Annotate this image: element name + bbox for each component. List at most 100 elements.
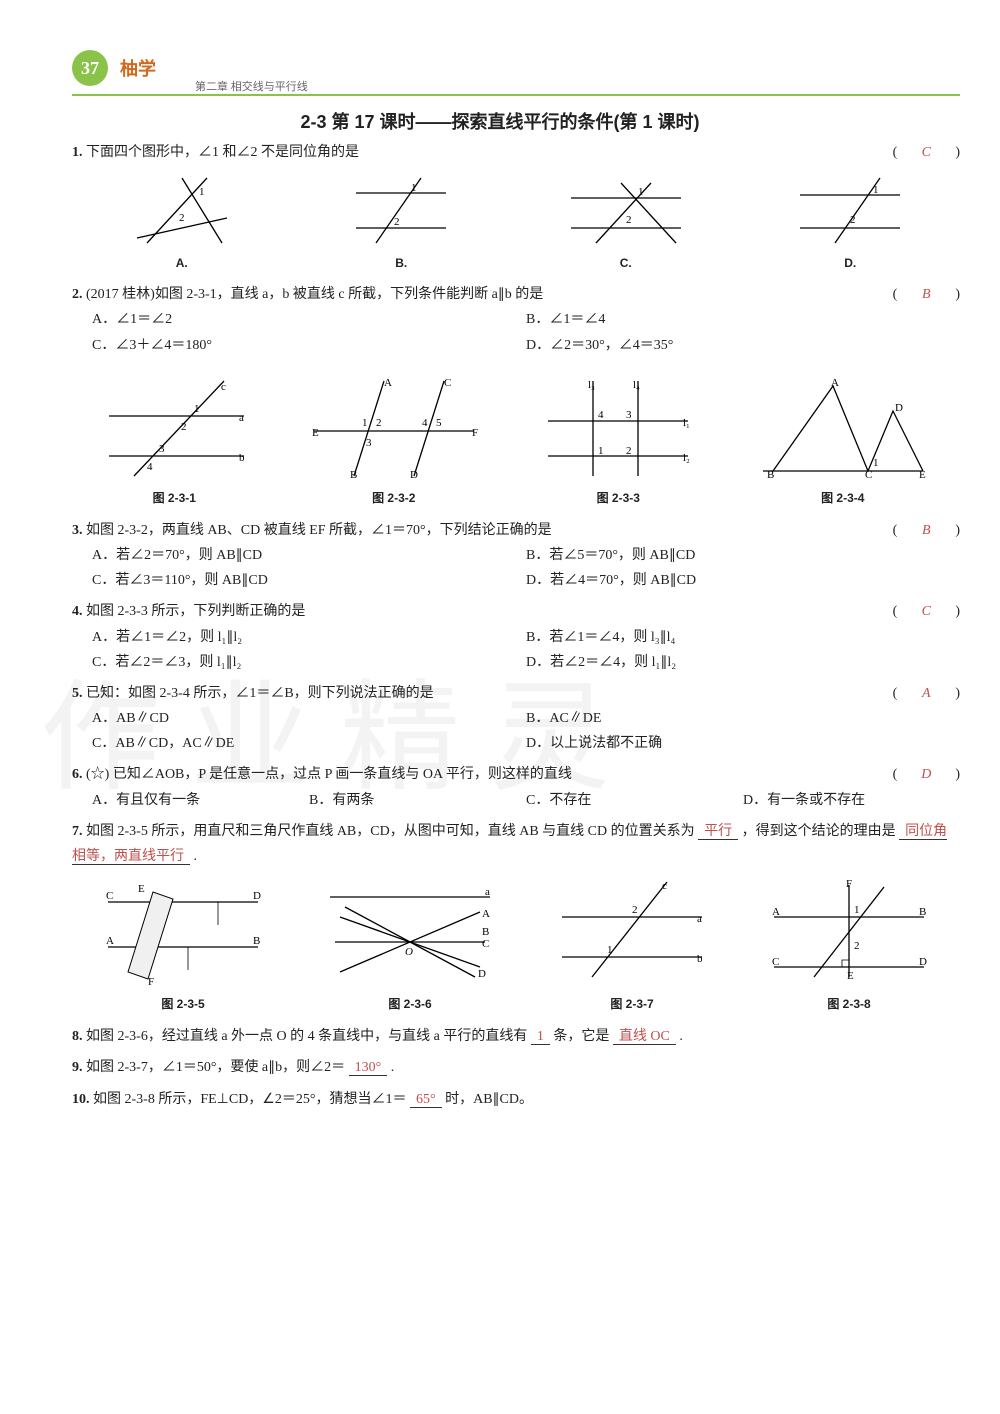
q4-opt-a: A．若∠1＝∠2，则 l₁∥l₂ bbox=[92, 625, 526, 650]
q3-text: 如图 2-3-2，两直线 AB、CD 被直线 EF 所截，∠1＝70°，下列结论… bbox=[86, 523, 552, 538]
svg-text:A: A bbox=[772, 906, 780, 918]
svg-text:l₃: l₃ bbox=[588, 379, 595, 391]
fig-2-3-2: EF AC BD 12 3 45 图 2-3-2 bbox=[304, 376, 484, 506]
figure-row-3: CD AB EF 图 2-3-5 a AB CD O 图 2-3-6 bbox=[72, 877, 960, 1012]
q5-text: 已知：如图 2-3-4 所示，∠1＝∠B，则下列说法正确的是 bbox=[86, 686, 434, 701]
q2-opt-c: C．∠3＋∠4＝180° bbox=[92, 333, 526, 358]
q8-text-mid: 条，它是 bbox=[553, 1029, 609, 1044]
fig-2-3-5: CD AB EF 图 2-3-5 bbox=[98, 877, 268, 1012]
q7-text-mid: ，得到这个结论的理由是 bbox=[742, 824, 896, 839]
question-5: 5. 已知：如图 2-3-4 所示，∠1＝∠B，则下列说法正确的是 ( A ) … bbox=[72, 681, 960, 757]
q6-opt-d: D．有一条或不存在 bbox=[743, 788, 960, 813]
svg-text:a: a bbox=[239, 412, 244, 424]
svg-text:3: 3 bbox=[626, 409, 632, 421]
q2-opt-a: A．∠1＝∠2 bbox=[92, 307, 526, 332]
svg-text:2: 2 bbox=[394, 216, 400, 228]
svg-text:C: C bbox=[772, 956, 779, 968]
svg-text:E: E bbox=[138, 883, 145, 895]
svg-text:2: 2 bbox=[626, 445, 632, 457]
question-4: 4. 如图 2-3-3 所示，下列判断正确的是 ( C ) A．若∠1＝∠2，则… bbox=[72, 599, 960, 675]
svg-text:F: F bbox=[846, 878, 852, 890]
svg-text:1: 1 bbox=[194, 403, 200, 415]
svg-text:B: B bbox=[919, 906, 926, 918]
q1-figures: 12 A. 12 B. 12 C. bbox=[72, 173, 960, 270]
svg-text:B: B bbox=[767, 469, 774, 481]
fig-2-3-3: l₁l₂ l₃l₄ 43 12 图 2-3-3 bbox=[538, 376, 698, 506]
q2-opt-d: D．∠2＝30°，∠4＝35° bbox=[526, 333, 960, 358]
q1-fig-a: 12 A. bbox=[127, 173, 237, 270]
svg-text:C: C bbox=[865, 469, 872, 481]
svg-text:F: F bbox=[472, 427, 478, 439]
svg-text:l₄: l₄ bbox=[633, 379, 640, 391]
svg-text:3: 3 bbox=[366, 437, 372, 449]
svg-text:B: B bbox=[350, 469, 357, 481]
q5-opt-b: B．AC∥DE bbox=[526, 706, 960, 731]
svg-text:A: A bbox=[831, 377, 839, 389]
svg-text:A: A bbox=[384, 377, 392, 389]
content-area: 1. 下面四个图形中，∠1 和∠2 不是同位角的是 ( C ) 12 A. 12… bbox=[72, 140, 960, 1118]
q5-opt-d: D．以上说法都不正确 bbox=[526, 731, 960, 756]
svg-text:a: a bbox=[697, 913, 702, 925]
q4-answer: C bbox=[911, 599, 941, 624]
svg-text:b: b bbox=[239, 452, 245, 464]
q8-blank-2: 直线 OC bbox=[613, 1029, 676, 1045]
svg-text:1: 1 bbox=[607, 944, 613, 956]
q7-text-pre: 如图 2-3-5 所示，用直尺和三角尺作直线 AB，CD，从图中可知，直线 AB… bbox=[86, 824, 695, 839]
fig-label-2: 图 2-3-2 bbox=[304, 489, 484, 506]
svg-text:1: 1 bbox=[598, 445, 604, 457]
svg-text:l₂: l₂ bbox=[683, 452, 690, 464]
fig-label-5: 图 2-3-5 bbox=[98, 995, 268, 1012]
q6-opt-c: C．不存在 bbox=[526, 788, 743, 813]
fig-2-3-1: ab c 12 34 图 2-3-1 bbox=[99, 376, 249, 506]
q10-num: 10. bbox=[72, 1092, 90, 1107]
svg-text:1: 1 bbox=[873, 184, 879, 196]
svg-text:A: A bbox=[106, 935, 114, 947]
question-7: 7. 如图 2-3-5 所示，用直尺和三角尺作直线 AB，CD，从图中可知，直线… bbox=[72, 819, 960, 869]
brand-logo: 柚学 bbox=[120, 55, 156, 81]
svg-text:c: c bbox=[662, 880, 667, 892]
q8-text-pre: 如图 2-3-6，经过直线 a 外一点 O 的 4 条直线中，与直线 a 平行的… bbox=[86, 1029, 527, 1044]
fig-2-3-8: AB CD FE 12 图 2-3-8 bbox=[764, 877, 934, 1012]
svg-text:E: E bbox=[312, 427, 319, 439]
svg-text:2: 2 bbox=[376, 417, 382, 429]
q3-opt-d: D．若∠4＝70°，则 AB∥CD bbox=[526, 568, 960, 593]
q6-star: (☆) bbox=[86, 767, 109, 782]
fig-label-4: 图 2-3-4 bbox=[753, 489, 933, 506]
figure-row-2: ab c 12 34 图 2-3-1 EF AC BD 12 3 45 图 2-… bbox=[72, 376, 960, 506]
q2-num: 2. bbox=[72, 287, 83, 302]
q3-opt-c: C．若∠3＝110°，则 AB∥CD bbox=[92, 568, 526, 593]
q9-text-pre: 如图 2-3-7，∠1＝50°，要使 a∥b，则∠2＝ bbox=[86, 1060, 345, 1075]
svg-text:2: 2 bbox=[181, 421, 187, 433]
svg-text:D: D bbox=[895, 402, 903, 414]
svg-text:1: 1 bbox=[411, 182, 417, 194]
svg-text:4: 4 bbox=[147, 461, 153, 473]
q10-text-pre: 如图 2-3-8 所示，FE⊥CD，∠2＝25°，猜想当∠1＝ bbox=[93, 1092, 406, 1107]
q9-num: 9. bbox=[72, 1060, 83, 1075]
svg-text:4: 4 bbox=[422, 417, 428, 429]
q7-text-end: . bbox=[194, 849, 198, 864]
svg-text:D: D bbox=[253, 890, 261, 902]
q10-text-end: 时，AB∥CD。 bbox=[445, 1092, 533, 1107]
q8-text-end: . bbox=[679, 1029, 683, 1044]
q3-answer: B bbox=[911, 518, 941, 543]
svg-text:1: 1 bbox=[854, 904, 860, 916]
question-1: 1. 下面四个图形中，∠1 和∠2 不是同位角的是 ( C ) bbox=[72, 140, 960, 165]
header-rule bbox=[72, 94, 960, 96]
svg-text:2: 2 bbox=[854, 940, 860, 952]
q2-opt-b: B．∠1＝∠4 bbox=[526, 307, 960, 332]
svg-text:C: C bbox=[482, 938, 489, 950]
question-3: 3. 如图 2-3-2，两直线 AB、CD 被直线 EF 所截，∠1＝70°，下… bbox=[72, 518, 960, 594]
q6-opt-b: B．有两条 bbox=[309, 788, 526, 813]
lesson-title: 2-3 第 17 课时——探索直线平行的条件(第 1 课时) bbox=[0, 108, 1000, 134]
q4-opt-d: D．若∠2＝∠4，则 l₁∥l₂ bbox=[526, 650, 960, 675]
q3-opt-a: A．若∠2＝70°，则 AB∥CD bbox=[92, 543, 526, 568]
fig-label-8: 图 2-3-8 bbox=[764, 995, 934, 1012]
svg-text:O: O bbox=[405, 946, 413, 958]
q5-opt-a: A．AB∥CD bbox=[92, 706, 526, 731]
question-2: 2. (2017 桂林)如图 2-3-1，直线 a，b 被直线 c 所截，下列条… bbox=[72, 282, 960, 358]
svg-text:a: a bbox=[485, 886, 490, 898]
fig-label-3: 图 2-3-3 bbox=[538, 489, 698, 506]
svg-text:A: A bbox=[482, 908, 490, 920]
svg-text:3: 3 bbox=[159, 443, 165, 455]
svg-text:1: 1 bbox=[362, 417, 368, 429]
